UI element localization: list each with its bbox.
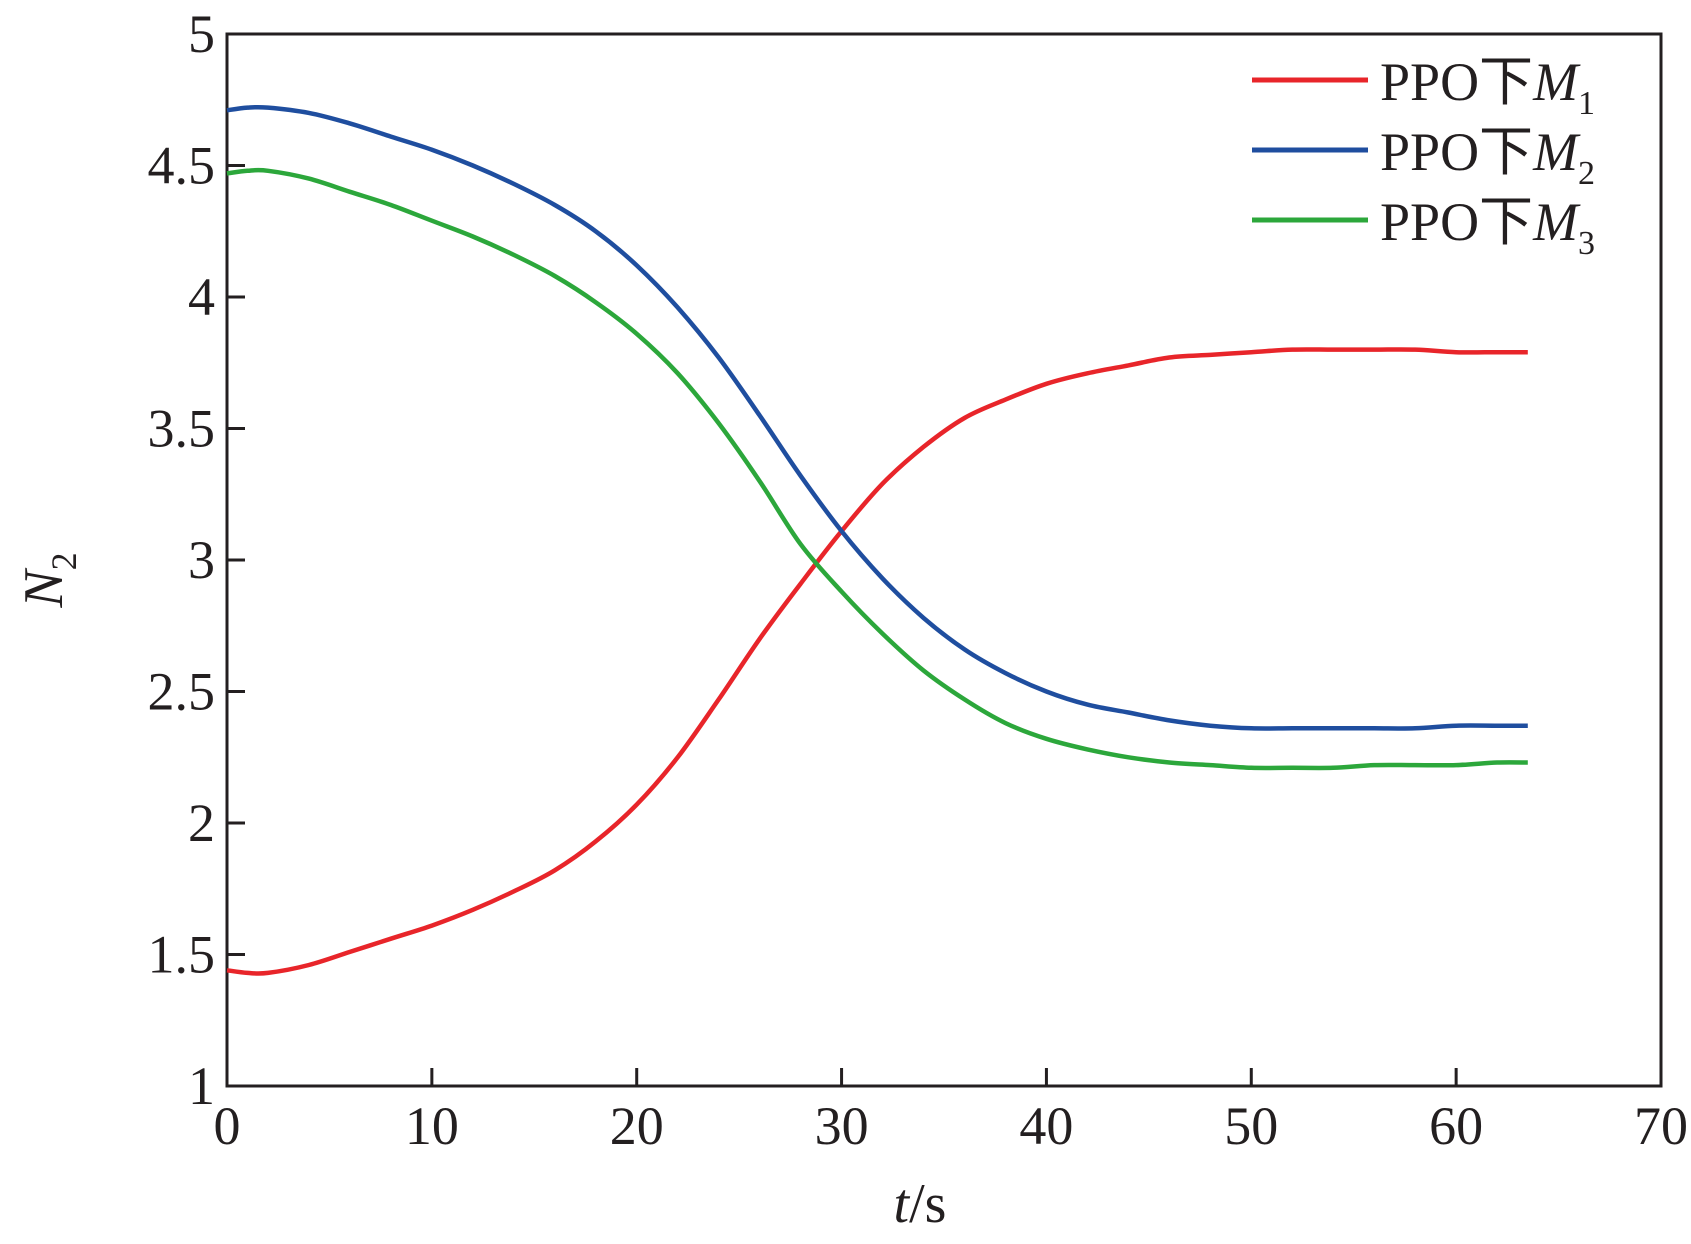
x-tick-label: 20	[610, 1096, 664, 1156]
x-tick-label: 10	[405, 1096, 459, 1156]
y-axis-sub: 2	[44, 552, 84, 570]
x-axis-ticks: 0 10 20 30 40 50 60 70	[214, 1068, 1688, 1156]
y-tick-label: 3	[188, 530, 215, 590]
series-line-1	[226, 347, 1528, 976]
x-tick-label: 40	[1019, 1096, 1073, 1156]
y-tick-label: 2	[188, 793, 215, 853]
x-tick-label: 60	[1429, 1096, 1483, 1156]
series-lines	[226, 104, 1528, 976]
y-tick-label: 1.5	[148, 925, 216, 985]
y-axis-ticks: 1 1.5 2 2.5 3 3.5 4 4.5 5	[148, 4, 245, 1116]
x-axis-unit: /s	[909, 1173, 946, 1235]
legend-label: PPO下M2	[1380, 122, 1595, 192]
x-axis-title: t/s	[894, 1173, 947, 1235]
x-axis-var: t	[894, 1173, 911, 1235]
y-tick-label: 2.5	[148, 662, 216, 722]
x-tick-label: 50	[1224, 1096, 1278, 1156]
y-tick-label: 4	[188, 267, 215, 327]
y-tick-label: 3.5	[148, 399, 216, 459]
legend-label: PPO下M3	[1380, 192, 1595, 262]
y-axis-title: N2	[13, 552, 84, 608]
legend-item-1: PPO下M1	[1252, 52, 1595, 122]
x-tick-label: 30	[815, 1096, 869, 1156]
svg-text:N2: N2	[13, 552, 84, 608]
legend-label: PPO下M1	[1380, 52, 1595, 122]
y-tick-label: 5	[188, 4, 215, 64]
legend-item-2: PPO下M2	[1252, 122, 1595, 192]
legend-item-3: PPO下M3	[1252, 192, 1595, 262]
y-tick-label: 1	[188, 1056, 215, 1116]
x-tick-label: 70	[1634, 1096, 1688, 1156]
y-axis-var: N	[13, 568, 75, 609]
series-line-3	[226, 167, 1528, 771]
x-tick-label: 0	[214, 1096, 241, 1156]
y-tick-label: 4.5	[148, 136, 216, 196]
series-line-2	[226, 104, 1528, 731]
